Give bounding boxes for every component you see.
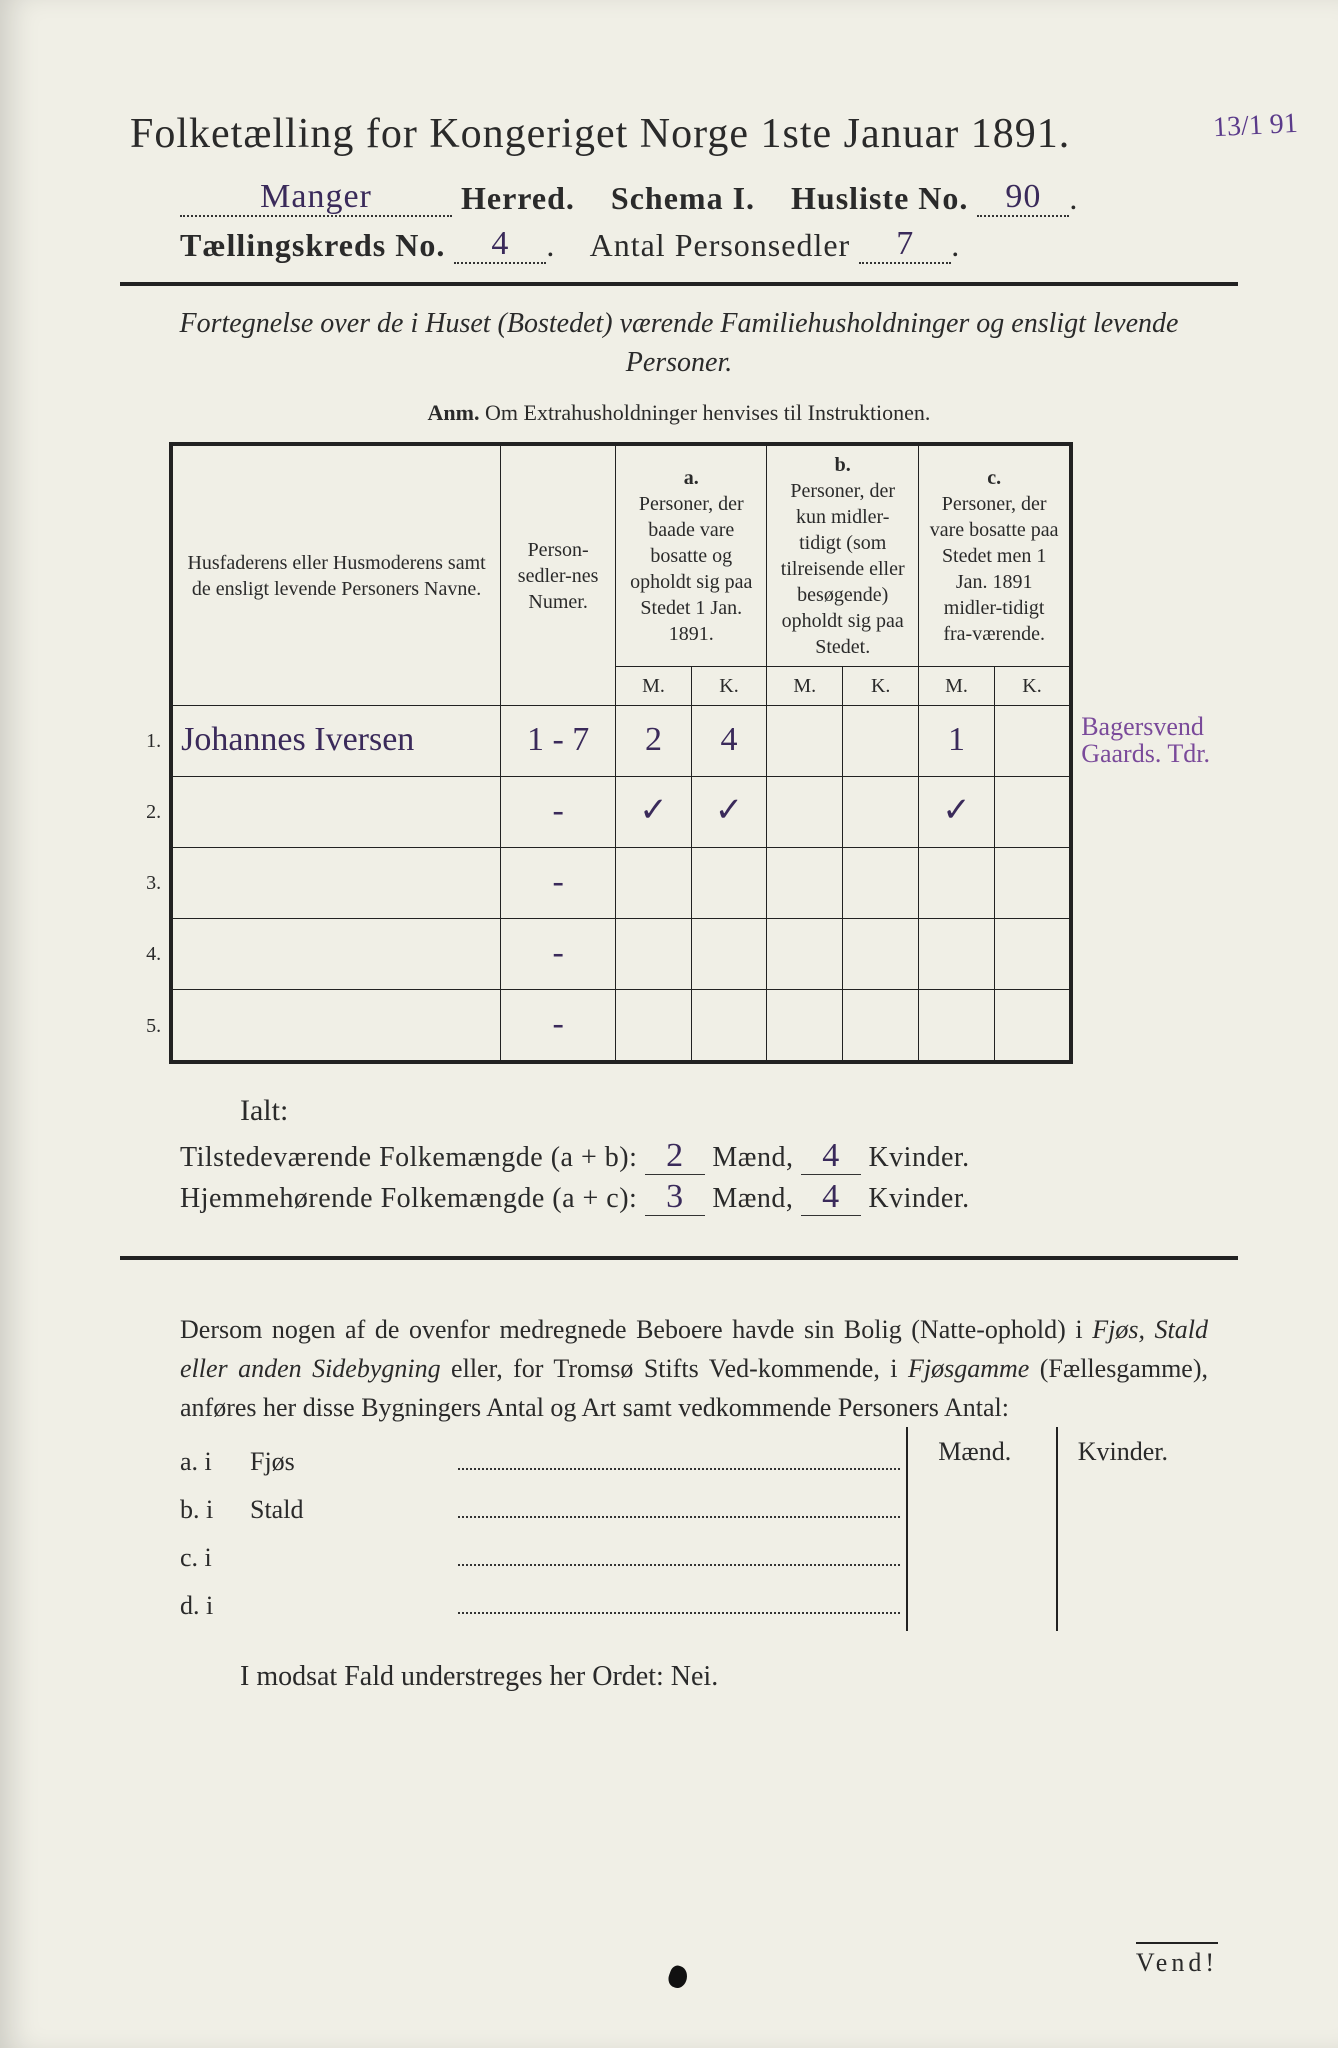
kreds-line: Tællingskreds No. 4. Antal Personsedler … [180,225,1238,264]
vend-label: Vend! [1136,1942,1218,1978]
col-b-m: M. [767,667,843,706]
kreds-label: Tællingskreds No. [180,227,445,263]
col-a-k: K. [691,667,767,706]
rule-2 [120,1256,1238,1260]
sum-home-label: Hjemmehørende Folkemængde (a + c): [180,1183,637,1214]
bldg-head: Mænd. Kvinder. [938,1437,1168,1467]
col-c-label: c. [987,467,1001,489]
subtitle: Fortegnelse over de i Huset (Bostedet) v… [160,304,1198,382]
building-block: Mænd. Kvinder. a. iFjøsb. iStaldc. id. i [180,1447,1208,1621]
col-c-text: Personer, der vare bosatte paa Stedet me… [930,493,1059,645]
table-row: 4.- [120,919,1238,990]
sum-home: Hjemmehørende Folkemængde (a + c): 3 Mæn… [180,1183,1238,1216]
col-name: Husfaderens eller Husmoderens samt de en… [171,444,500,706]
rule-1 [120,282,1238,286]
vline-1 [906,1427,908,1631]
table-row: 5.- [120,990,1238,1063]
col-a-label: a. [684,467,699,489]
husliste-label: Husliste No. [791,180,968,216]
antal-value: 7 [896,230,914,257]
bldg-row: c. i [180,1543,1208,1573]
herred-line: Manger Herred. Schema I. Husliste No. 90… [180,178,1238,217]
bldg-row: d. i [180,1591,1208,1621]
antal-label: Antal Personsedler [590,227,851,263]
corner-date-note: 13/1 91 [1212,108,1298,144]
sum-present-k: 4 [822,1142,840,1169]
col-c: c. Personer, der vare bosatte paa Stedet… [919,444,1072,667]
maend-label-2: Mænd, [712,1183,793,1214]
sum-present-m: 2 [666,1142,684,1169]
col-b-label: b. [835,454,851,476]
maend-label-1: Mænd, [712,1142,793,1173]
bldg-row: b. iStald [180,1495,1208,1525]
bldg-head-m: Mænd. [938,1437,1011,1466]
table-row: 1.Johannes Iversen1 - 7241BagersvendGaar… [120,706,1238,777]
kreds-value: 4 [491,230,509,257]
ink-blot [666,1964,690,1991]
anm-text: Om Extrahusholdninger henvises til Instr… [485,400,930,425]
schema-label: Schema I. [611,180,755,216]
col-b: b. Personer, der kun midler-tidigt (som … [767,444,919,667]
census-form-page: 13/1 91 Folketælling for Kongeriget Norg… [0,0,1338,2048]
col-a-m: M. [616,667,692,706]
husliste-value: 90 [1005,183,1041,210]
sum-present-label: Tilstedeværende Folkemængde (a + b): [180,1142,637,1173]
col-c-m: M. [919,667,995,706]
building-paragraph: Dersom nogen af de ovenfor medregnede Be… [180,1310,1208,1427]
bldg-head-k: Kvinder. [1078,1437,1168,1466]
herred-label: Herred. [461,180,575,216]
page-title: Folketælling for Kongeriget Norge 1ste J… [130,110,1238,158]
ialt-label: Ialt: [240,1094,1238,1128]
col-b-k: K. [843,667,919,706]
anm-label: Anm. [428,400,480,425]
herred-value: Manger [260,183,372,210]
census-table: Husfaderens eller Husmoderens samt de en… [120,442,1238,1064]
kvinder-label-1: Kvinder. [868,1142,969,1173]
sum-home-m: 3 [666,1183,684,1210]
table-row: 2.-✓✓✓ [120,777,1238,848]
table-row: 3.- [120,848,1238,919]
sum-home-k: 4 [822,1183,840,1210]
anm-line: Anm. Om Extrahusholdninger henvises til … [120,400,1238,426]
nei-line: I modsat Fald understreges her Ordet: Ne… [240,1661,1238,1693]
kvinder-label-2: Kvinder. [868,1183,969,1214]
sum-present: Tilstedeværende Folkemængde (a + b): 2 M… [180,1142,1238,1175]
col-c-k: K. [994,667,1071,706]
col-b-text: Personer, der kun midler-tidigt (som til… [781,480,905,658]
col-a: a. Personer, der baade vare bosatte og o… [616,444,767,667]
col-numer: Person-sedler-nes Numer. [501,444,616,706]
col-a-text: Personer, der baade vare bosatte og opho… [630,493,752,645]
